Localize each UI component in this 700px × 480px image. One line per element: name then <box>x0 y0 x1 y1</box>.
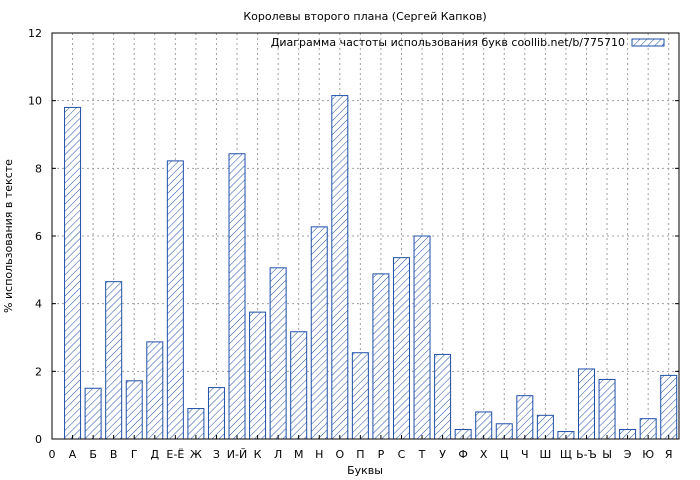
bar-Ж <box>187 408 205 440</box>
x-tick-label: К <box>254 448 262 461</box>
bar-В <box>105 281 123 440</box>
bar-Н <box>310 226 328 440</box>
y-axis-ticks: 0 2 4 6 8 10 12 <box>28 27 679 446</box>
bar-Е-Ё <box>166 160 184 440</box>
bar-М <box>290 331 308 440</box>
bar-Д <box>146 341 164 440</box>
x-tick-label: Щ <box>560 448 572 461</box>
x-tick-label: Ы <box>602 448 612 461</box>
bar-Х <box>475 411 493 440</box>
legend-swatch <box>631 38 665 47</box>
x-tick-label: Ц <box>500 448 509 461</box>
x-tick-label: Ф <box>458 448 467 461</box>
x-tick-label: Д <box>150 448 159 461</box>
y-tick-label: 4 <box>35 298 42 311</box>
bar-Т <box>413 235 431 440</box>
y-tick-label: 10 <box>28 95 42 108</box>
x-tick-label: Э <box>624 448 632 461</box>
x-tick-label: Ю <box>642 448 654 461</box>
bar-П <box>351 352 369 440</box>
x-axis-label: Буквы <box>347 464 383 477</box>
x-tick-label: Л <box>274 448 282 461</box>
bar-С <box>392 257 410 440</box>
bar-К <box>249 311 267 440</box>
x-tick-label: З <box>213 448 220 461</box>
x-tick-label: Н <box>315 448 323 461</box>
y-tick-label: 0 <box>35 433 42 446</box>
bar-У <box>434 353 452 440</box>
x-tick-label: Т <box>418 448 426 461</box>
y-tick-label: 12 <box>28 27 42 40</box>
bar-Б <box>84 387 102 440</box>
bar-Ч <box>516 395 534 440</box>
bars <box>64 95 678 440</box>
x-tick-label: Ж <box>190 448 202 461</box>
bar-Я <box>660 374 678 440</box>
bar-О <box>331 95 349 440</box>
x-tick-label: П <box>356 448 364 461</box>
x-tick-label: А <box>69 448 77 461</box>
x-tick-label: И-Й <box>227 448 247 461</box>
x-tick-label: Ш <box>539 448 551 461</box>
x-tick-label: Ь-Ъ <box>576 448 597 461</box>
x-tick-label: У <box>439 448 446 461</box>
bar-А <box>64 106 82 440</box>
legend: Диаграмма частоты использования букв coo… <box>271 36 665 49</box>
bar-Р <box>372 273 390 440</box>
x-tick-label: 0 <box>49 448 56 461</box>
x-axis-ticks: 0 А Б В Г Д Е-Ё Ж З И-Й К Л М Н О П Р С Т У Ф Х Ц Ч Ш Щ Ь-Ъ Ы Э Ю Я <box>49 435 673 461</box>
x-tick-label: Р <box>378 448 385 461</box>
x-tick-label: Ч <box>521 448 529 461</box>
y-tick-label: 8 <box>35 162 42 175</box>
x-tick-label: Я <box>665 448 673 461</box>
chart-title: Королевы второго плана (Сергей Капков) <box>243 10 486 23</box>
legend-label: Диаграмма частоты использования букв coo… <box>271 36 625 49</box>
bar-Л <box>269 267 287 440</box>
bar-З <box>207 387 225 440</box>
x-tick-label: Х <box>480 448 488 461</box>
x-tick-label: В <box>110 448 118 461</box>
x-tick-label: С <box>398 448 406 461</box>
y-axis-label: % использования в тексте <box>2 159 15 313</box>
bar-И-Й <box>228 153 246 440</box>
x-tick-label: М <box>294 448 304 461</box>
x-tick-label: Б <box>89 448 97 461</box>
bar-Г <box>125 380 143 440</box>
x-tick-label: О <box>335 448 344 461</box>
x-tick-label: Г <box>131 448 138 461</box>
y-tick-label: 2 <box>35 365 42 378</box>
bar-Ь-Ъ <box>577 368 595 440</box>
x-tick-label: Е-Ё <box>166 448 184 461</box>
y-tick-label: 6 <box>35 230 42 243</box>
bar-Ы <box>598 378 616 440</box>
